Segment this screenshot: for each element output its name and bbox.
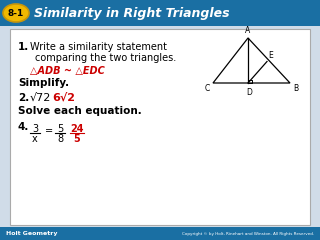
Text: C: C (205, 84, 210, 93)
Text: E: E (268, 50, 273, 60)
Text: √72: √72 (30, 93, 52, 103)
Text: =: = (45, 126, 53, 136)
Text: 1.: 1. (18, 42, 29, 52)
Text: 8-1: 8-1 (8, 8, 24, 18)
Text: Write a similarity statement: Write a similarity statement (30, 42, 167, 52)
Text: Solve each equation.: Solve each equation. (18, 106, 142, 116)
Text: Simplify.: Simplify. (18, 78, 69, 88)
Text: B: B (293, 84, 298, 93)
FancyBboxPatch shape (0, 227, 320, 240)
Ellipse shape (3, 4, 29, 22)
FancyBboxPatch shape (0, 0, 320, 26)
Text: 6√2: 6√2 (52, 93, 75, 103)
Text: comparing the two triangles.: comparing the two triangles. (35, 53, 176, 63)
Text: △ADB ~ △EDC: △ADB ~ △EDC (30, 66, 105, 76)
Text: 8: 8 (57, 134, 63, 144)
Text: 5: 5 (74, 134, 80, 144)
Text: 5: 5 (57, 124, 63, 134)
Text: x: x (32, 134, 38, 144)
Text: 24: 24 (70, 124, 84, 134)
Text: Copyright © by Holt, Rinehart and Winston. All Rights Reserved.: Copyright © by Holt, Rinehart and Winsto… (182, 232, 314, 235)
Text: 3: 3 (32, 124, 38, 134)
Text: Similarity in Right Triangles: Similarity in Right Triangles (34, 6, 230, 19)
FancyBboxPatch shape (10, 29, 310, 225)
Text: 2.: 2. (18, 93, 29, 103)
Text: D: D (246, 88, 252, 97)
Text: Holt Geometry: Holt Geometry (6, 231, 58, 236)
Text: 4.: 4. (18, 122, 29, 132)
Text: A: A (245, 26, 251, 35)
